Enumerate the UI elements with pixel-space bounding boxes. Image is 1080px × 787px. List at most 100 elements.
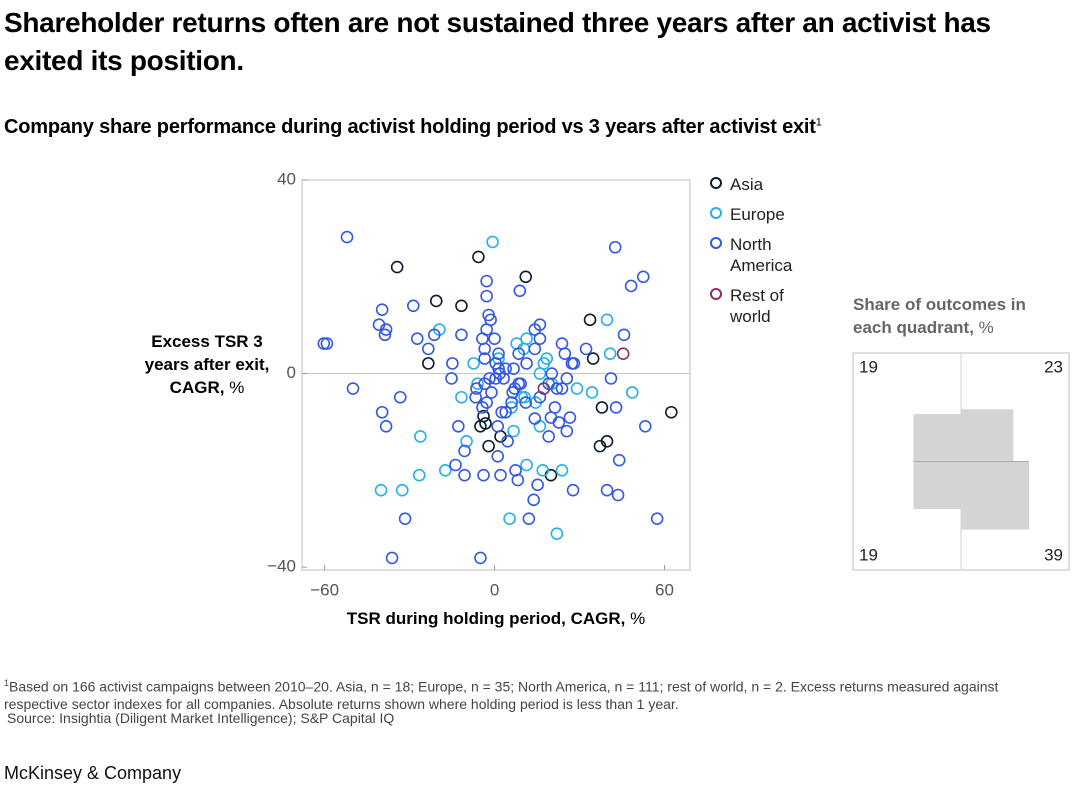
scatter-point (489, 372, 503, 385)
scatter-point (497, 372, 510, 385)
scatter-point (474, 551, 487, 565)
scatter-point (563, 411, 577, 424)
scatter-point (603, 347, 617, 361)
scatter-point (346, 382, 360, 395)
x-tick-label: 0 (490, 580, 499, 599)
quadrant-title: Share of outcomes in each quadrant, % (853, 293, 1043, 339)
subtitle: Company share performance during activis… (4, 116, 822, 139)
y-axis-label: Excess TSR 3 years after exit, CAGR, % (142, 330, 272, 399)
quadrant-square (913, 413, 961, 462)
legend-label: Europe (730, 205, 785, 224)
plot-frame (301, 179, 691, 571)
scatter-point (340, 230, 354, 244)
scatter-point (486, 235, 499, 249)
scatter-point (522, 512, 536, 526)
scatter-point (536, 464, 550, 477)
y-unit: % (229, 378, 245, 397)
legend: Asia Europe North America Rest of world (708, 174, 828, 336)
scatter-point (593, 439, 607, 453)
scatter-point (480, 396, 493, 409)
scatter-point (429, 294, 443, 308)
scatter-point (528, 342, 542, 356)
scatter-point (604, 372, 618, 385)
scatter-point (495, 405, 508, 419)
legend-marker (710, 177, 722, 189)
scatter-point (398, 512, 412, 526)
scatter-point (609, 401, 623, 414)
scatter-point (455, 328, 468, 342)
scatter-point (505, 396, 518, 409)
scatter-point (617, 328, 631, 342)
scatter-point (414, 430, 427, 443)
scatter-point (478, 342, 491, 356)
scatter-point (489, 357, 503, 370)
scatter-point (511, 473, 525, 487)
scatter-point (470, 382, 483, 395)
scatter-point (566, 483, 580, 497)
scatter-point (560, 372, 574, 385)
scatter-point (482, 439, 495, 453)
footnote-ref: 1 (815, 116, 822, 129)
quadrant-square (961, 409, 1014, 462)
scatter-point (519, 396, 533, 409)
scatter-point (455, 299, 468, 313)
subtitle-text: Company share performance during activis… (4, 116, 816, 138)
y-tick-label: 40 (277, 169, 296, 188)
scatter-point (395, 483, 409, 497)
scatter-point (446, 357, 459, 370)
scatter-point (585, 386, 599, 399)
scatter-point (616, 347, 630, 361)
scatter-point (579, 342, 593, 356)
quadrant-title-text: Share of outcomes in each quadrant, (853, 295, 1026, 337)
scatter-point (600, 483, 614, 497)
scatter-point (393, 390, 407, 404)
scatter-point (317, 337, 331, 350)
footnote-marker: 1 (4, 678, 10, 688)
scatter-point (374, 483, 388, 497)
quadrant-label: 19 (859, 357, 878, 376)
legend-marker (710, 288, 722, 300)
legend-item: Asia (708, 174, 828, 195)
scatter-point (407, 299, 420, 313)
scatter-point (600, 313, 614, 327)
scatter-point (512, 347, 525, 361)
scatter-point (550, 382, 564, 395)
scatter-point (439, 464, 452, 477)
scatter-point (570, 382, 584, 395)
quadrant-unit: % (978, 318, 994, 337)
quadrant-square (913, 461, 961, 510)
scatter-point (558, 347, 572, 361)
scatter-point (533, 419, 547, 433)
scatter-point (472, 250, 485, 264)
quadrant-label: 23 (1044, 357, 1063, 376)
scatter-point (544, 468, 558, 482)
legend-marker (710, 207, 722, 219)
scatter-point (455, 390, 468, 404)
scatter-point (665, 405, 678, 419)
scatter-point (390, 260, 404, 274)
scatter-point (474, 419, 487, 433)
scatter-point (458, 468, 471, 482)
quadrant-square (961, 461, 1030, 530)
scatter-point (520, 458, 533, 472)
scatter-point (449, 458, 462, 472)
legend-item: Europe (708, 204, 828, 225)
legend-label: Asia (730, 175, 764, 194)
brand: McKinsey & Company (4, 763, 182, 783)
scatter-point (608, 240, 622, 254)
scatter-point (555, 464, 569, 477)
legend-item: Rest of world (708, 285, 828, 327)
scatter-point (528, 412, 542, 425)
quadrant-label: 19 (859, 545, 878, 564)
scatter-point (378, 328, 392, 342)
scatter-point (638, 419, 652, 433)
scatter-point (320, 337, 334, 350)
scatter-point (513, 284, 527, 298)
scatter-point (460, 434, 473, 448)
scatter-point (385, 551, 399, 565)
scatter-point (625, 386, 639, 399)
scatter-point (624, 279, 638, 293)
scatter-point (422, 357, 435, 370)
scatter-point (519, 270, 533, 284)
scatter-point (491, 419, 504, 433)
